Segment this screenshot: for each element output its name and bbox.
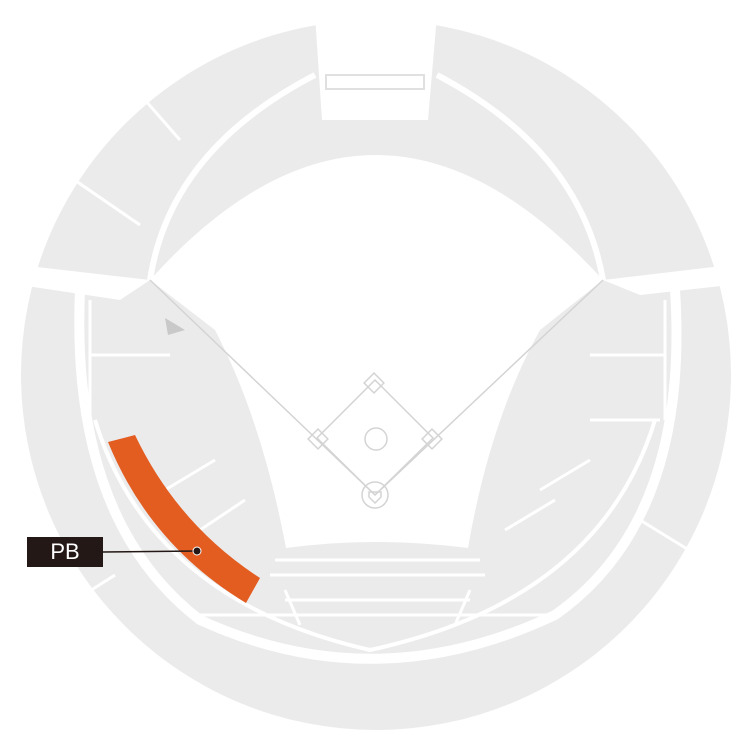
first-base <box>421 428 443 450</box>
concourse-ring-left <box>74 289 682 664</box>
pitchers-mound <box>364 427 388 451</box>
center-field-gap <box>315 15 437 120</box>
infield-diamond <box>307 372 443 509</box>
section-pointer-dot <box>192 546 202 556</box>
label-leader-line <box>102 550 198 553</box>
right-gap <box>603 265 730 295</box>
home-plate-circle <box>361 481 389 509</box>
dugout-marker <box>165 318 185 335</box>
concourse-ring-inner <box>93 419 657 653</box>
playing-field <box>150 155 603 548</box>
upper-deck-ring <box>147 72 606 281</box>
left-gap <box>20 265 150 300</box>
section-label: PB <box>27 537 103 567</box>
scoreboard <box>325 74 425 90</box>
home-plate <box>368 491 382 505</box>
second-base <box>363 372 385 394</box>
third-base <box>307 428 329 450</box>
section-pb-highlight <box>108 435 260 603</box>
section-dividers <box>59 99 706 626</box>
